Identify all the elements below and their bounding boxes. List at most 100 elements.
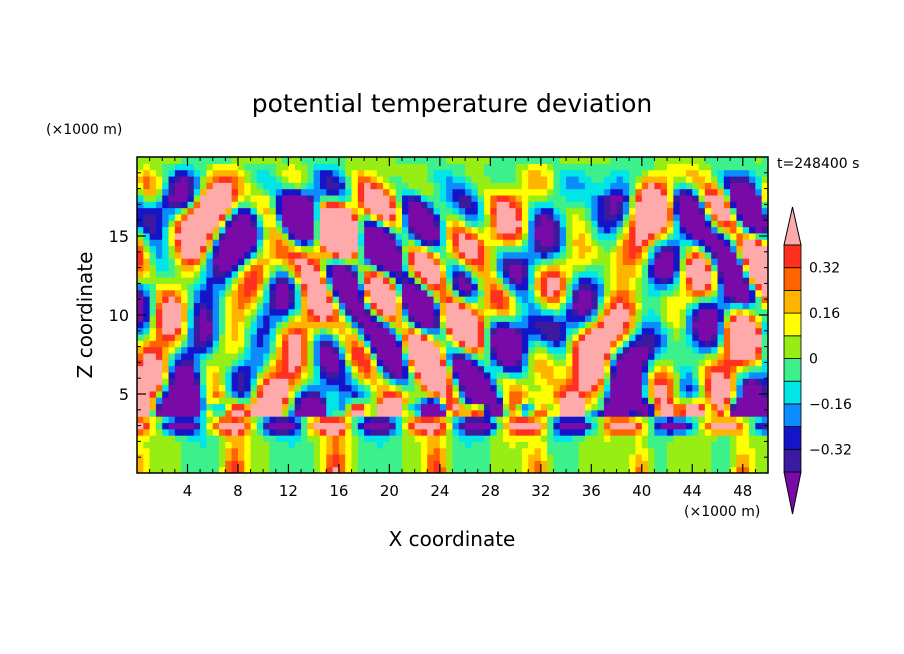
field-cell (231, 454, 239, 461)
field-cell (692, 346, 700, 354)
field-cell (237, 175, 245, 183)
field-cell (547, 194, 555, 202)
field-cell (679, 175, 687, 183)
field-cell (269, 346, 277, 354)
field-cell (477, 201, 485, 209)
field-cell (345, 340, 353, 348)
field-cell (597, 340, 605, 348)
field-cell (294, 352, 302, 360)
field-cell (288, 232, 296, 240)
field-cell (200, 352, 208, 360)
field-cell (376, 321, 384, 329)
field-cell (540, 289, 548, 297)
field-cell (193, 359, 201, 367)
field-cell (635, 441, 643, 449)
field-cell (269, 390, 277, 398)
field-cell (692, 447, 700, 455)
field-cell (383, 447, 390, 455)
field-cell (673, 277, 681, 284)
field-cell (187, 163, 195, 171)
field-cell (206, 258, 214, 266)
field-cell (143, 277, 151, 284)
field-cell (364, 220, 372, 228)
field-cell (458, 188, 466, 196)
field-cell (319, 289, 327, 297)
field-cell (225, 371, 233, 379)
field-cell (641, 232, 649, 240)
field-cell (723, 296, 731, 303)
field-cell (559, 232, 567, 240)
field-cell (389, 308, 397, 316)
field-cell (698, 397, 706, 405)
field-cell (515, 447, 523, 455)
field-cell (559, 245, 567, 253)
field-cell (307, 232, 315, 240)
field-cell (452, 428, 460, 436)
field-cell (685, 422, 693, 430)
field-cell (414, 220, 422, 228)
field-cell (326, 460, 334, 468)
field-cell (149, 447, 157, 455)
field-cell (559, 365, 567, 373)
field-cell (540, 371, 548, 379)
field-cell (528, 441, 536, 449)
field-cell (244, 397, 252, 405)
field-cell (521, 384, 529, 392)
field-cell (433, 213, 441, 221)
field-cell (212, 390, 220, 398)
field-cell (578, 245, 586, 253)
field-cell (307, 378, 315, 386)
field-cell (452, 454, 460, 461)
field-cell (408, 163, 416, 171)
field-cell (174, 454, 182, 461)
field-cell (402, 226, 409, 234)
field-cell (648, 283, 656, 291)
field-cell (667, 327, 674, 335)
field-cell (137, 226, 144, 234)
field-cell (648, 327, 656, 335)
field-cell (332, 466, 340, 473)
field-cell (553, 207, 561, 215)
field-cell (389, 409, 397, 417)
field-cell (585, 390, 592, 398)
field-cell (471, 416, 479, 424)
field-cell (263, 163, 271, 171)
field-cell (256, 416, 264, 424)
field-cell (294, 346, 302, 354)
field-cell (685, 194, 693, 202)
field-cell (585, 428, 592, 436)
field-cell (282, 201, 290, 209)
field-cell (357, 416, 365, 424)
field-cell (585, 245, 592, 253)
field-cell (477, 213, 485, 221)
field-cell (452, 384, 460, 392)
field-cell (591, 207, 599, 215)
field-cell (742, 390, 750, 398)
field-cell (730, 270, 738, 278)
field-cell (237, 220, 245, 228)
field-cell (667, 157, 674, 164)
field-cell (402, 188, 409, 196)
field-cell (730, 327, 738, 335)
field-cell (660, 340, 668, 348)
field-cell (402, 308, 409, 316)
field-cell (301, 188, 308, 196)
field-cell (717, 245, 725, 253)
field-cell (452, 460, 460, 468)
field-cell (452, 365, 460, 373)
field-cell (225, 251, 233, 259)
field-cell (345, 321, 353, 329)
field-cell (692, 327, 700, 335)
field-cell (458, 258, 466, 266)
field-cell (433, 454, 441, 461)
field-cell (181, 157, 189, 164)
field-cell (559, 226, 567, 234)
field-cell (420, 232, 428, 240)
field-cell (307, 371, 315, 379)
field-cell (244, 384, 252, 392)
field-cell (427, 378, 435, 386)
field-cell (313, 175, 321, 183)
field-cell (749, 409, 756, 417)
field-cell (679, 333, 687, 341)
field-cell (452, 397, 460, 405)
